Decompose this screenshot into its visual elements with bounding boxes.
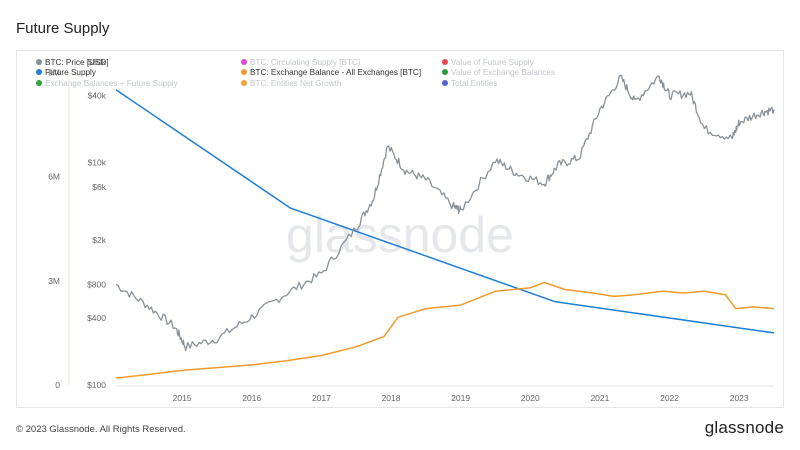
legend-swatch-btc-price-usd xyxy=(36,59,42,65)
x-tick-label: 2019 xyxy=(451,393,470,403)
legend-label-value-of-future-supply: Value of Future Supply xyxy=(451,58,535,67)
legend-swatch-btc-exchange-balance-all-exchanges-btc xyxy=(241,69,247,75)
price-tick-label: $2k xyxy=(92,235,106,245)
price-tick-label: $100 xyxy=(87,380,106,390)
price-tick-label: $40k xyxy=(88,90,107,100)
price-tick-label: $6k xyxy=(92,182,106,192)
price-tick-label: $400 xyxy=(87,313,106,323)
legend-label-future-supply: Future Supply xyxy=(45,68,97,77)
chart-axes: 0 3M 6M 9M $100 $400 $800 $2k $6k $10k $40k $80k 201… xyxy=(48,57,774,403)
x-tick-label: 2020 xyxy=(521,393,540,403)
x-tick-label: 2018 xyxy=(382,393,401,403)
legend-label-btc-exchange-balance-all-exchanges-btc: BTC: Exchange Balance - All Exchanges [B… xyxy=(250,68,421,77)
left-tick-label: 6M xyxy=(48,172,60,182)
x-tick-label: 2016 xyxy=(242,393,261,403)
chart-legend: BTC: Price [USD] BTC: Circulating Supply … xyxy=(36,58,555,88)
x-tick-label: 2015 xyxy=(173,393,192,403)
left-tick-label: 3M xyxy=(48,276,60,286)
legend-swatch-btc-circulating-supply-btc xyxy=(241,59,247,65)
legend-label-btc-entities-net-growth: BTC: Entities Net Growth xyxy=(250,79,342,88)
price-tick-label: $800 xyxy=(87,280,106,290)
legend-swatch-btc-entities-net-growth xyxy=(241,80,247,86)
price-tick-label: $80k xyxy=(88,57,107,67)
watermark-text: glassnode xyxy=(286,207,514,263)
legend-swatch-future-supply xyxy=(36,69,42,75)
legend-swatch-value-of-future-supply xyxy=(442,59,448,65)
left-tick-label: 9M xyxy=(48,67,60,77)
legend-label-exchange-balances-future-supply: Exchange Balances + Future Supply xyxy=(45,79,179,88)
x-tick-label: 2022 xyxy=(660,393,679,403)
price-tick-label: $10k xyxy=(88,157,107,167)
legend-label-total-entities: Total Entities xyxy=(451,79,497,88)
chart-frame xyxy=(16,50,784,408)
legend-label-value-of-exchange-balances: Value of Exchange Balances xyxy=(451,68,555,77)
series-line-future-supply xyxy=(115,89,775,334)
footer-logo: glassnode xyxy=(704,418,784,437)
series-line-btc-price-usd xyxy=(115,74,775,352)
plot-area xyxy=(115,74,775,379)
x-tick-label: 2021 xyxy=(590,393,609,403)
watermark-layer: glassnode xyxy=(286,207,514,263)
left-tick-label: 0 xyxy=(55,380,60,390)
footer-copyright: © 2023 Glassnode. All Rights Reserved. xyxy=(16,424,186,435)
legend-swatch-exchange-balances-future-supply xyxy=(36,80,42,86)
x-tick-label: 2023 xyxy=(730,393,749,403)
page-title: Future Supply xyxy=(16,20,110,37)
legend-swatch-total-entities xyxy=(442,80,448,86)
legend-label-btc-price-usd: BTC: Price [USD] xyxy=(45,58,109,67)
legend-swatch-value-of-exchange-balances xyxy=(442,69,448,75)
series-line-btc-exchange-balance-all-exchanges-btc xyxy=(115,281,775,379)
legend-label-btc-circulating-supply-btc: BTC: Circulating Supply [BTC] xyxy=(250,58,360,67)
x-tick-label: 2017 xyxy=(312,393,331,403)
